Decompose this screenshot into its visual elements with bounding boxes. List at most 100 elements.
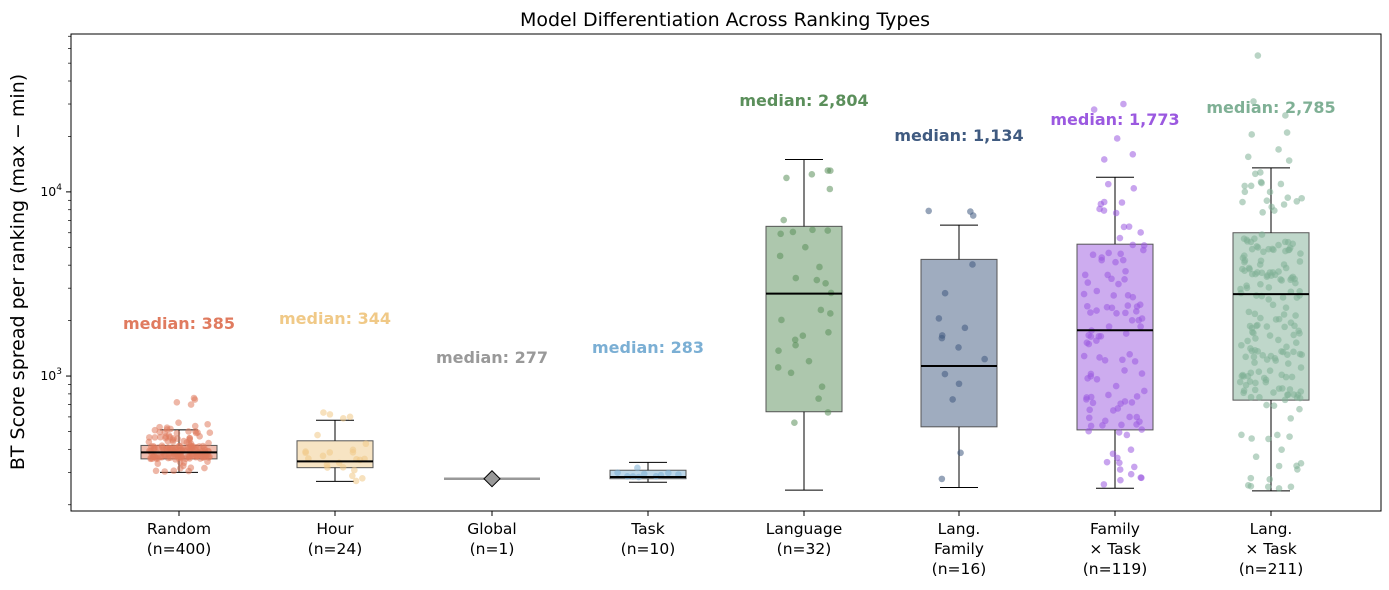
y-tick-label: 103 — [40, 367, 62, 383]
x-tick-label: (n=211) — [1239, 560, 1304, 578]
data-point — [151, 434, 159, 441]
data-point — [1286, 386, 1294, 393]
data-point — [1099, 422, 1106, 429]
data-point — [1117, 250, 1124, 258]
data-point — [1292, 312, 1299, 319]
data-point — [1128, 399, 1136, 406]
x-tick-label: (n=32) — [777, 540, 832, 558]
data-point — [1246, 378, 1254, 385]
data-point — [1241, 188, 1249, 196]
data-point — [168, 444, 176, 452]
data-point — [1287, 319, 1295, 326]
data-point — [1260, 374, 1268, 382]
data-point — [206, 429, 214, 436]
x-tick-label: (n=16) — [932, 560, 987, 578]
data-point — [1110, 292, 1117, 299]
data-point — [1133, 393, 1141, 400]
x-tick-label: (n=1) — [470, 540, 515, 558]
data-point — [783, 174, 790, 182]
data-point — [1280, 311, 1288, 318]
data-point — [1096, 354, 1103, 361]
data-point — [1115, 429, 1123, 436]
data-point — [1236, 378, 1244, 386]
data-point — [1113, 135, 1121, 142]
median-annotation: median: 385 — [123, 314, 235, 333]
data-point — [1283, 343, 1290, 351]
data-point — [1100, 198, 1108, 206]
data-point — [196, 455, 204, 462]
data-point — [1242, 353, 1249, 361]
data-point — [173, 429, 181, 437]
data-point — [1114, 454, 1121, 462]
x-tick-label: Lang. — [938, 520, 981, 538]
data-point — [1115, 280, 1122, 288]
data-point — [1140, 246, 1147, 254]
data-point — [1131, 358, 1139, 365]
data-point — [1281, 323, 1288, 331]
data-point — [1130, 185, 1138, 192]
data-point — [1093, 287, 1101, 295]
data-point — [156, 423, 163, 431]
data-point — [808, 171, 816, 178]
category-group-6 — [1076, 100, 1154, 489]
data-point — [941, 289, 949, 297]
data-point — [1292, 339, 1300, 347]
data-point — [1090, 106, 1098, 113]
data-point — [1248, 270, 1256, 278]
data-point — [314, 431, 321, 439]
data-point — [1085, 340, 1093, 348]
data-point — [1237, 289, 1245, 297]
data-point — [204, 458, 211, 465]
data-point — [1282, 373, 1290, 381]
data-point — [185, 467, 192, 475]
data-point — [1263, 197, 1271, 205]
data-point — [1244, 482, 1252, 489]
data-point — [1257, 314, 1264, 322]
data-point — [665, 469, 672, 477]
data-point — [191, 422, 199, 430]
data-point — [1085, 414, 1093, 422]
data-point — [1263, 401, 1270, 409]
category-group-7 — [1232, 52, 1310, 492]
data-point — [1100, 156, 1108, 163]
data-point — [935, 315, 943, 322]
data-point — [1117, 400, 1124, 407]
data-point — [1275, 485, 1283, 492]
data-point — [1117, 476, 1124, 484]
data-point — [822, 280, 829, 287]
data-point — [1255, 368, 1263, 376]
data-point — [1284, 360, 1292, 367]
data-point — [1105, 249, 1112, 257]
data-point — [349, 472, 356, 480]
data-point — [1296, 350, 1304, 358]
data-point — [148, 455, 156, 462]
data-point — [1113, 309, 1120, 317]
data-point — [1251, 310, 1259, 318]
data-point — [1284, 351, 1291, 358]
data-point — [1239, 198, 1246, 206]
data-point — [1119, 256, 1127, 264]
data-point — [1114, 405, 1122, 412]
box-body — [920, 258, 998, 428]
data-point — [1279, 294, 1287, 301]
data-point — [1080, 352, 1088, 360]
data-point — [1247, 393, 1255, 401]
data-point — [157, 433, 164, 441]
data-point — [1290, 331, 1297, 339]
data-point — [1247, 345, 1254, 352]
data-point — [1251, 386, 1259, 394]
data-point — [1089, 399, 1097, 407]
data-point — [1245, 264, 1253, 272]
x-tick-label: (n=24) — [308, 540, 363, 558]
data-point — [817, 306, 825, 314]
data-point — [955, 380, 963, 388]
data-point — [981, 355, 988, 363]
data-point — [1287, 415, 1295, 422]
data-point — [825, 329, 832, 336]
data-point — [1137, 323, 1144, 330]
median-annotation: median: 1,773 — [1050, 110, 1179, 129]
data-point — [957, 449, 964, 457]
data-point — [1295, 327, 1302, 335]
x-tick-label: Family — [1090, 520, 1140, 538]
data-point — [1105, 391, 1112, 399]
